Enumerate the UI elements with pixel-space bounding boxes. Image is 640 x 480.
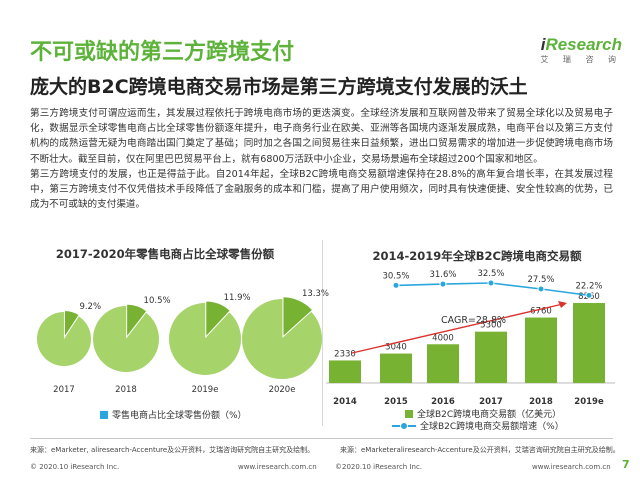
growth-label-2018: 27.5%: [527, 275, 554, 285]
pie-chart-title: 2017-2020年零售电商占比全球零售份额: [55, 247, 275, 261]
logo-text: Research: [545, 35, 622, 54]
iresearch-logo: iResearch 艾 瑞 咨 询: [530, 35, 622, 65]
bar-2019e-category-label: 2019e: [574, 397, 604, 407]
pie-2020e-slice: [282, 296, 314, 338]
bar-2015: [380, 353, 412, 383]
bar-2017-value-label: 5300: [480, 321, 502, 331]
bar-2015-category-label: 2015: [384, 397, 408, 407]
bar-2016: [427, 344, 459, 383]
cagr-annotation: CAGR=28.8%: [441, 315, 506, 326]
footer-divider: [30, 438, 613, 439]
pie-2019e-value-label: 11.9%: [224, 293, 251, 303]
body-text: 第三方跨境支付可谓应运而生，其发展过程依托于跨境电商市场的更迭演变。全球经济发展…: [30, 106, 613, 212]
growth-label-2016: 31.6%: [429, 270, 456, 280]
pie-2017-category-label: 2017: [53, 385, 75, 395]
bar-legend-bar: 全球B2C跨境电商交易额（亿美元）: [405, 407, 561, 420]
footer-copyright-right: ©2020.10 iResearch Inc.: [335, 463, 423, 471]
growth-point-2016: [439, 280, 447, 288]
paragraph-2: 第三方跨境支付的发展，也正是得益于此。自2014年起，全球B2C跨境电商交易额增…: [30, 168, 613, 211]
pie-2020e-category-label: 2020e: [269, 385, 296, 395]
footer-url-left: www.iresearch.com.cn: [238, 463, 317, 471]
pie-legend-label: 零售电商占比全球零售份额（%）: [112, 411, 247, 421]
growth-label-2017: 32.5%: [477, 269, 504, 279]
bar-2017: [475, 331, 507, 383]
bar-chart-title: 2014-2019年全球B2C跨境电商交易额: [372, 249, 582, 263]
pie-2019e-base: [169, 303, 241, 375]
logo-cn: 艾 瑞 咨 询: [540, 55, 622, 64]
bar-legend-swatch: [405, 409, 413, 418]
bar-2014-value-label: 2330: [334, 349, 356, 359]
bar-2018: [525, 317, 557, 383]
pie-legend-swatch: [100, 410, 108, 419]
chart-divider: [322, 240, 323, 426]
growth-point-2017: [487, 279, 495, 287]
source-left: 来源：eMarketer, aliresearch-Accenture及公开资料…: [30, 446, 315, 454]
growth-label-2019e: 22.2%: [575, 281, 602, 291]
pie-2018-value-label: 10.5%: [144, 296, 171, 306]
footer-copyright-left: © 2020.10 iResearch Inc.: [30, 463, 120, 471]
bar-legend-label: 全球B2C跨境电商交易额（亿美元）: [417, 410, 562, 420]
pie-2018-base: [93, 306, 159, 372]
pie-2018-category-label: 2018: [115, 385, 137, 395]
paragraph-1: 第三方跨境支付可谓应运而生，其发展过程依托于跨境电商市场的更迭演变。全球经济发展…: [30, 108, 613, 165]
growth-point-2019e: [585, 291, 593, 299]
bar-2018-category-label: 2018: [529, 397, 553, 407]
page-number: 7: [622, 458, 630, 471]
pie-2018-slice: [126, 303, 148, 339]
logo-prefix: i: [540, 35, 546, 54]
bar-2015-value-label: 3040: [385, 343, 407, 353]
footer-url-right: www.iresearch.com.cn: [532, 463, 611, 471]
growth-point-2018: [537, 285, 545, 293]
line-legend-swatch: [392, 421, 416, 430]
source-right: 来源：eMarketeraliresearch-Accenture及公开资料，艾…: [340, 446, 620, 454]
bar-2014-category-label: 2014: [333, 397, 357, 407]
pie-2017-value-label: 9.2%: [79, 302, 101, 312]
growth-point-2015: [392, 281, 400, 289]
bar-2017-category-label: 2017: [479, 397, 503, 407]
line-legend-label: 全球B2C跨境电商交易额增速（%）: [420, 422, 564, 432]
pie-2017-slice: [63, 309, 80, 340]
pie-2020e-value-label: 13.3%: [302, 289, 329, 299]
bar-2014: [329, 360, 361, 383]
bar-2018-value-label: 6760: [530, 307, 552, 317]
bar-2016-category-label: 2016: [431, 397, 455, 407]
pie-legend: 零售电商占比全球零售份额（%）: [100, 408, 247, 421]
pie-2019e-slice: [205, 300, 231, 339]
growth-label-2015: 30.5%: [382, 271, 409, 281]
pie-2019e-category-label: 2019e: [192, 385, 219, 395]
bar-2019e: [573, 303, 605, 383]
bar-2016-value-label: 4000: [432, 333, 454, 343]
cagr-arrow-head: [558, 301, 567, 308]
page-subtitle: 庞大的B2C跨境电商交易市场是第三方跨境支付发展的沃土: [30, 76, 528, 98]
cagr-arrow-line: [351, 303, 564, 354]
page-title: 不可或缺的第三方跨境支付: [30, 40, 295, 65]
bar-legend-line: 全球B2C跨境电商交易额增速（%）: [392, 419, 564, 432]
